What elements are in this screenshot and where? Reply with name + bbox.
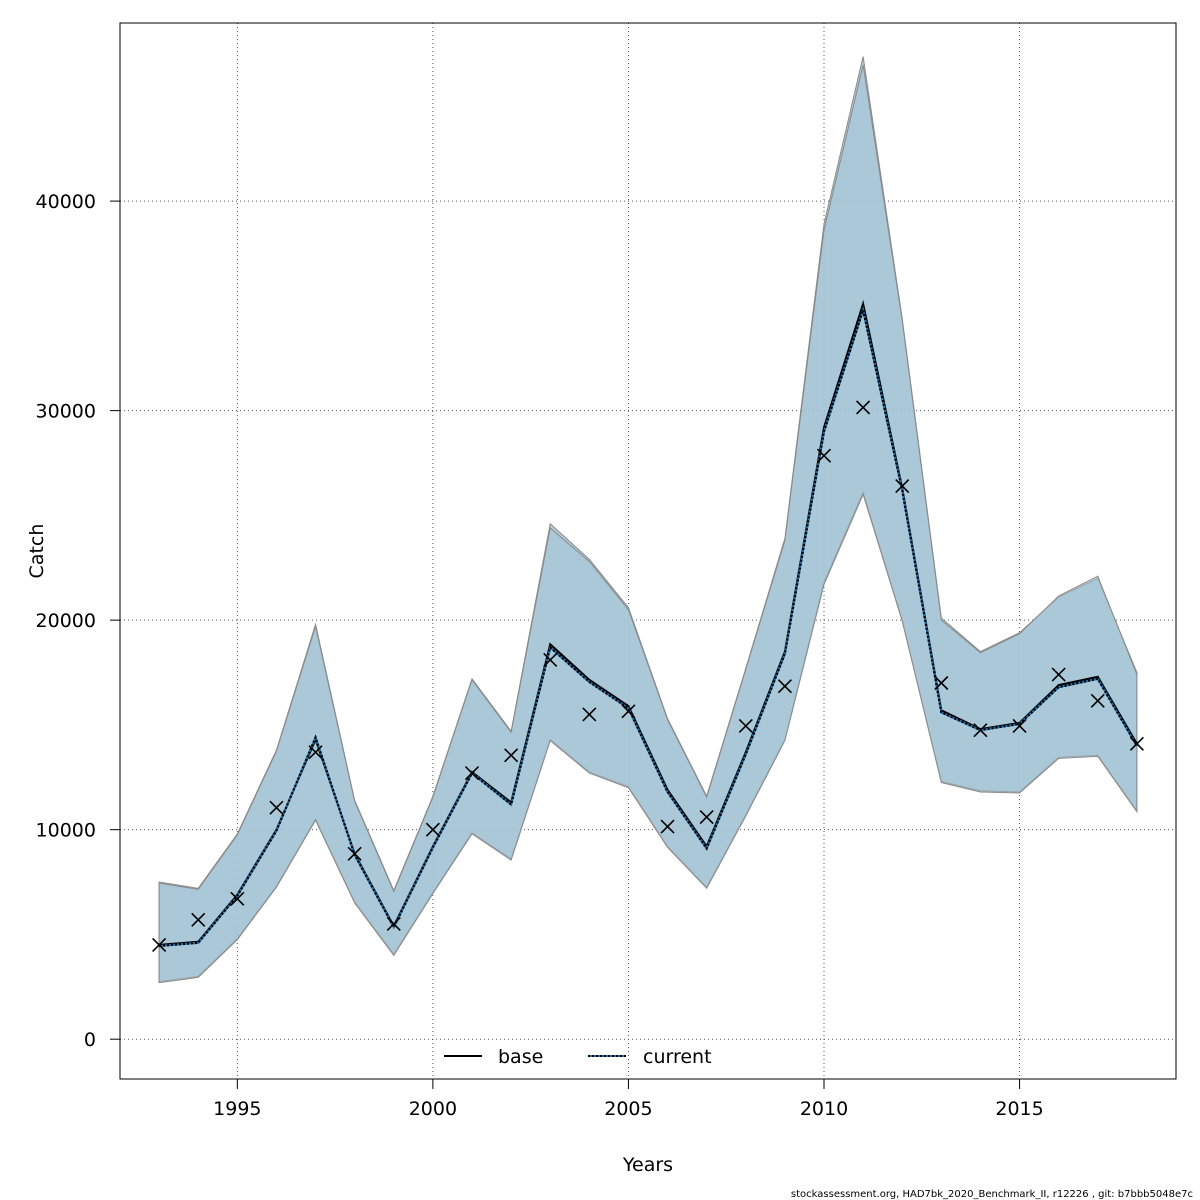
- x-tick-label-2005: 2005: [604, 1098, 652, 1120]
- x-axis-title: Years: [622, 1154, 673, 1176]
- observed-marker-2009: [777, 679, 792, 694]
- observed-marker-stroke-b: [582, 707, 597, 722]
- confidence-band-current: [158, 64, 1138, 984]
- observed-marker-stroke-b: [386, 916, 401, 932]
- observed-marker-stroke-b: [425, 822, 440, 837]
- observed-marker-stroke-b: [1129, 736, 1144, 751]
- y-tick-label-10000: 10000: [36, 820, 96, 842]
- observed-marker-2005: [621, 704, 636, 719]
- observed-marker-1999: [386, 916, 401, 932]
- observed-marker-stroke-b: [660, 819, 675, 834]
- observed-marker-1998: [347, 846, 362, 861]
- observed-marker-2013: [934, 675, 949, 691]
- observed-marker-2017: [1090, 693, 1105, 708]
- observed-marker-1996: [269, 800, 284, 815]
- observed-marker-1994: [191, 912, 206, 927]
- grid-lines: [120, 23, 1176, 1079]
- y-axis: 0 10000 20000 30000 40000: [36, 191, 120, 1051]
- observed-marker-1993: [152, 937, 167, 952]
- y-axis-title: Catch: [26, 524, 48, 579]
- observed-marker-stroke-b: [1012, 718, 1027, 734]
- observed-marker-stroke-b: [504, 748, 519, 763]
- observed-marker-stroke-b: [1090, 693, 1105, 708]
- observed-marker-stroke-b: [347, 846, 362, 861]
- observed-marker-2012: [895, 478, 910, 494]
- y-tick-label-20000: 20000: [36, 610, 96, 632]
- observed-marker-2001: [464, 766, 480, 781]
- observed-marker-stroke-b: [699, 810, 714, 825]
- observed-marker-stroke-b: [1051, 667, 1066, 682]
- x-tick-label-2015: 2015: [995, 1098, 1043, 1120]
- observed-marker-2014: [973, 723, 988, 738]
- y-tick-label-30000: 30000: [36, 401, 96, 423]
- observed-marker-2007: [699, 810, 714, 825]
- observed-marker-stroke-b: [543, 652, 558, 668]
- observed-marker-2010: [816, 448, 832, 463]
- observed-marker-stroke-b: [464, 766, 480, 781]
- y-tick-label-0: 0: [84, 1029, 96, 1051]
- observed-marker-1997: [308, 745, 323, 760]
- confidence-bands: [158, 56, 1138, 984]
- observed-marker-2018: [1129, 736, 1144, 751]
- observed-marker-stroke-b: [230, 891, 245, 906]
- x-tick-label-1995: 1995: [213, 1098, 261, 1120]
- observed-marker-2008: [738, 718, 753, 734]
- observed-marker-2003: [543, 652, 558, 668]
- observed-marker-2004: [582, 707, 597, 722]
- observed-marker-stroke-b: [621, 704, 636, 719]
- observed-marker-stroke-b: [191, 912, 206, 927]
- observed-marker-stroke-b: [895, 478, 910, 494]
- observed-marker-1995: [230, 891, 245, 906]
- observed-marker-stroke-b: [973, 723, 988, 738]
- observed-marker-stroke-b: [934, 675, 949, 691]
- observed-marker-2016: [1051, 667, 1066, 682]
- legend-label-current: current: [643, 1046, 712, 1068]
- observed-marker-2000: [425, 822, 440, 837]
- observed-marker-stroke-b: [152, 937, 167, 952]
- legend: base current: [444, 1046, 712, 1068]
- y-tick-label-40000: 40000: [36, 191, 96, 213]
- observed-marker-stroke-b: [816, 448, 832, 463]
- observed-marker-stroke-b: [738, 718, 753, 734]
- observed-marker-2002: [504, 748, 519, 763]
- x-tick-label-2010: 2010: [800, 1098, 848, 1120]
- observed-markers: [152, 400, 1144, 952]
- x-axis: 1995 2000 2005 2010 2015: [213, 1079, 1044, 1120]
- observed-marker-stroke-b: [856, 400, 871, 415]
- x-tick-label-2000: 2000: [409, 1098, 457, 1120]
- observed-marker-2011: [856, 400, 871, 415]
- series-line-current-dots: [159, 305, 1138, 948]
- observed-marker-stroke-b: [269, 800, 284, 815]
- observed-marker-stroke-b: [308, 745, 323, 760]
- plot-frame: [119, 22, 1177, 1080]
- legend-label-base: base: [498, 1046, 543, 1068]
- observed-marker-stroke-b: [777, 679, 792, 694]
- footer-text: stockassessment.org, HAD7bk_2020_Benchma…: [791, 1189, 1193, 1200]
- observed-marker-2006: [660, 819, 675, 834]
- observed-marker-2015: [1012, 718, 1027, 734]
